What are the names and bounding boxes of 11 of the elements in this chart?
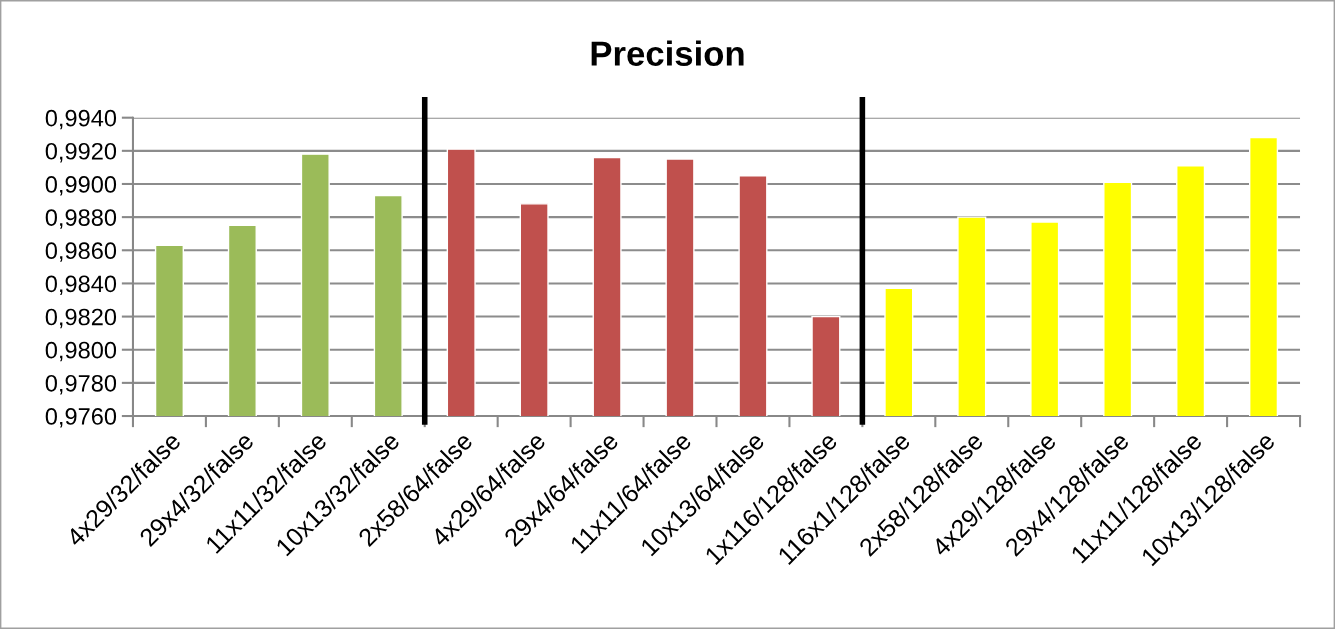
chart-title: Precision — [591, 40, 744, 66]
y-tick-label: 0,9920 — [45, 142, 117, 163]
y-tick-label: 0,9880 — [45, 209, 117, 229]
y-tick-label: 0,9800 — [45, 341, 117, 362]
y-tick-label: 0,9820 — [45, 308, 117, 329]
y-tick-label: 0,9940 — [45, 109, 117, 130]
y-tick-label: 0,9780 — [45, 374, 117, 395]
y-tick-label: 0,9860 — [45, 242, 117, 262]
y-tick-label: 0,9760 — [45, 408, 117, 428]
y-tick-label: 0,9900 — [45, 176, 117, 196]
y-tick-label: 0,9840 — [45, 275, 117, 295]
